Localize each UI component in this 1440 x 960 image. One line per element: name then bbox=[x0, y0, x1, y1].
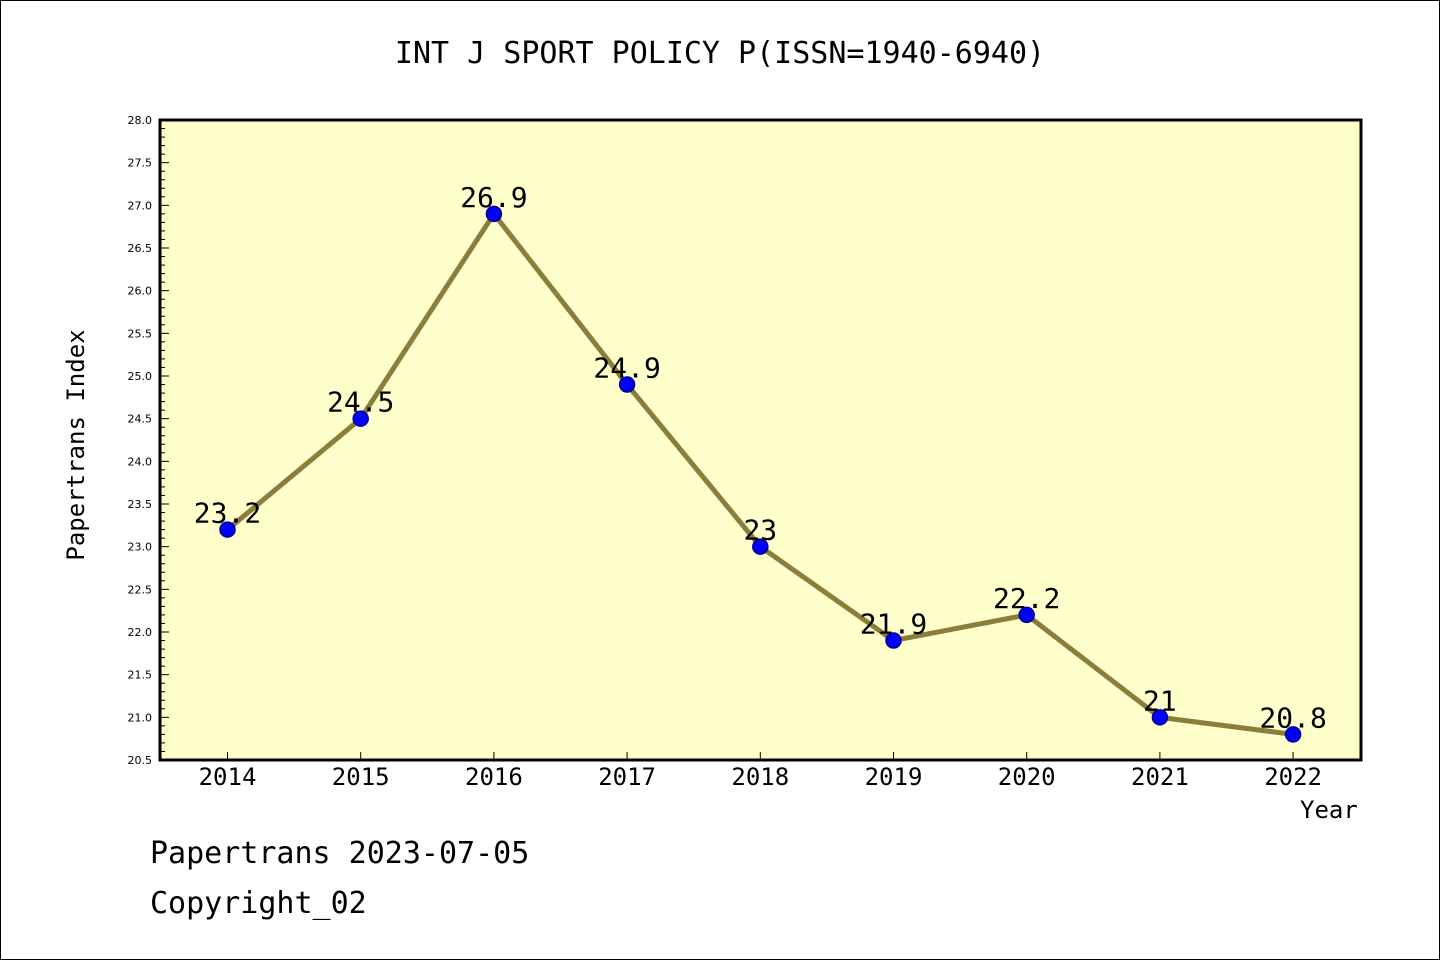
x-tick-label: 2014 bbox=[199, 763, 257, 791]
data-label: 21 bbox=[1143, 684, 1177, 717]
y-tick-label: 24.5 bbox=[128, 413, 153, 426]
y-tick-label: 22.0 bbox=[128, 626, 153, 639]
data-label: 24.5 bbox=[327, 386, 394, 419]
data-point bbox=[352, 410, 369, 427]
y-tick-label: 25.5 bbox=[128, 327, 153, 340]
data-label: 23 bbox=[743, 514, 777, 547]
footer-date: Papertrans 2023-07-05 bbox=[150, 836, 530, 871]
data-point bbox=[1151, 709, 1169, 726]
footer-copyright: Copyright_02 bbox=[150, 886, 367, 921]
y-tick-label: 21.0 bbox=[128, 711, 153, 724]
plot-border bbox=[158, 118, 1363, 762]
data-label: 24.9 bbox=[593, 352, 660, 385]
y-tick-label: 20.5 bbox=[128, 754, 153, 767]
data-point bbox=[1018, 606, 1035, 624]
y-tick-label: 28.0 bbox=[128, 114, 153, 127]
data-label: 22.2 bbox=[993, 582, 1060, 615]
y-tick-label: 23.5 bbox=[128, 498, 153, 511]
x-tick-label: 2018 bbox=[731, 763, 789, 791]
data-label: 26.9 bbox=[460, 181, 527, 214]
y-tick-label: 27.0 bbox=[128, 199, 153, 212]
x-tick-label: 2020 bbox=[998, 763, 1056, 791]
y-tick-label: 21.5 bbox=[128, 669, 153, 682]
data-point bbox=[752, 538, 769, 555]
data-point bbox=[885, 632, 902, 649]
x-tick-label: 2016 bbox=[465, 763, 523, 791]
x-tick-label: 2022 bbox=[1264, 763, 1322, 791]
y-tick-label: 25.0 bbox=[128, 370, 153, 383]
y-tick-label: 26.5 bbox=[128, 242, 153, 255]
y-tick-label: 23.0 bbox=[128, 541, 153, 554]
data-point bbox=[618, 376, 636, 393]
x-tick-label: 2019 bbox=[865, 763, 923, 791]
x-tick-label: 2015 bbox=[332, 763, 390, 791]
x-tick-label: 2017 bbox=[598, 763, 656, 791]
data-label: 20.8 bbox=[1259, 701, 1326, 734]
y-axis-label: Papertrans Index bbox=[62, 329, 90, 561]
data-point bbox=[219, 521, 236, 538]
y-tick-label: 24.0 bbox=[128, 455, 153, 468]
data-point bbox=[485, 205, 503, 223]
y-tick-label: 27.5 bbox=[128, 157, 153, 170]
x-tick-label: 2021 bbox=[1131, 763, 1189, 791]
data-label: 21.9 bbox=[860, 608, 927, 641]
x-axis-label: Year bbox=[1300, 796, 1358, 824]
plot-area bbox=[160, 120, 1361, 760]
chart-title: INT J SPORT POLICY P(ISSN=1940-6940) bbox=[394, 36, 1046, 71]
data-label: 23.2 bbox=[194, 497, 261, 530]
y-tick-label: 22.5 bbox=[128, 583, 153, 596]
y-tick-label: 26.0 bbox=[128, 285, 153, 298]
data-point bbox=[1284, 726, 1302, 743]
